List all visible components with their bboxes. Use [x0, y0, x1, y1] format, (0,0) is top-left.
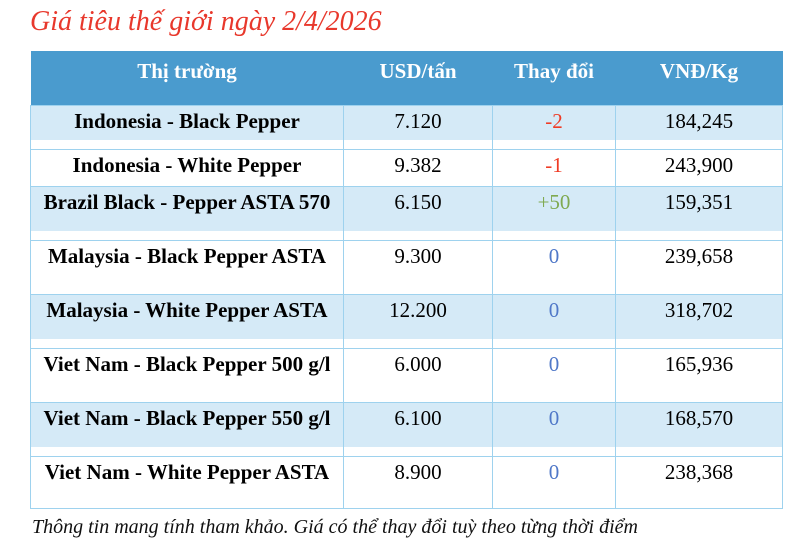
vnd-cell: 243,900	[615, 149, 783, 188]
market-cell: Viet Nam - Black Pepper 500 g/l	[30, 348, 344, 404]
vnd-cell: 318,702	[615, 294, 783, 350]
market-label: Viet Nam - Black Pepper 500 g/l	[43, 352, 331, 377]
market-cell: Indonesia - White Pepper	[30, 149, 344, 188]
table-row: Viet Nam - Black Pepper 550 g/l 6.100 0 …	[30, 402, 783, 458]
usd-cell: 9.300	[343, 240, 493, 296]
change-cell: 0	[492, 294, 616, 350]
market-label: Brazil Black - Pepper ASTA 570	[43, 190, 331, 215]
vnd-cell: 168,570	[615, 402, 783, 458]
change-cell: -1	[492, 149, 616, 188]
table-row: Viet Nam - Black Pepper 500 g/l 6.000 0 …	[30, 348, 783, 404]
market-label: Viet Nam - White Pepper ASTA	[44, 460, 330, 485]
page-title: Giá tiêu thế giới ngày 2/4/2026	[30, 6, 382, 37]
change-cell: 0	[492, 402, 616, 458]
change-cell: +50	[492, 186, 616, 242]
usd-cell: 8.900	[343, 456, 493, 510]
market-label: Indonesia - White Pepper	[72, 153, 302, 178]
col-header-usd: USD/tấn	[343, 50, 493, 106]
footnote: Thông tin mang tính tham khảo. Giá có th…	[32, 516, 638, 539]
usd-cell: 6.100	[343, 402, 493, 458]
usd-cell: 12.200	[343, 294, 493, 350]
pepper-price-table: Thị trường USD/tấn Thay đổi VNĐ/Kg Indon…	[30, 50, 783, 510]
vnd-cell: 184,245	[615, 105, 783, 151]
change-cell: -2	[492, 105, 616, 151]
market-cell: Viet Nam - Black Pepper 550 g/l	[30, 402, 344, 458]
table-row: Malaysia - Black Pepper ASTA 9.300 0 239…	[30, 240, 783, 296]
vnd-cell: 239,658	[615, 240, 783, 296]
market-cell: Brazil Black - Pepper ASTA 570	[30, 186, 344, 242]
change-cell: 0	[492, 456, 616, 510]
market-label: Viet Nam - Black Pepper 550 g/l	[43, 406, 331, 431]
market-cell: Malaysia - Black Pepper ASTA	[30, 240, 344, 296]
col-header-vnd: VNĐ/Kg	[615, 50, 783, 106]
market-cell: Malaysia - White Pepper ASTA	[30, 294, 344, 350]
usd-cell: 6.150	[343, 186, 493, 242]
vnd-cell: 159,351	[615, 186, 783, 242]
table-header-row: Thị trường USD/tấn Thay đổi VNĐ/Kg	[30, 50, 783, 106]
usd-cell: 7.120	[343, 105, 493, 151]
vnd-cell: 165,936	[615, 348, 783, 404]
market-label: Malaysia - Black Pepper ASTA	[47, 244, 327, 269]
change-cell: 0	[492, 240, 616, 296]
page: Giá tiêu thế giới ngày 2/4/2026 Thị trườ…	[30, 6, 783, 539]
col-header-change: Thay đổi	[492, 50, 616, 106]
table-row: Brazil Black - Pepper ASTA 570 6.150 +50…	[30, 186, 783, 242]
table-row: Malaysia - White Pepper ASTA 12.200 0 31…	[30, 294, 783, 350]
usd-cell: 9.382	[343, 149, 493, 188]
table-row: Indonesia - White Pepper 9.382 -1 243,90…	[30, 149, 783, 188]
market-cell: Viet Nam - White Pepper ASTA	[30, 456, 344, 510]
usd-cell: 6.000	[343, 348, 493, 404]
col-header-market: Thị trường	[30, 50, 344, 106]
change-cell: 0	[492, 348, 616, 404]
table-row: Viet Nam - White Pepper ASTA 8.900 0 238…	[30, 456, 783, 510]
market-label: Indonesia - Black Pepper	[74, 109, 300, 134]
vnd-cell: 238,368	[615, 456, 783, 510]
market-cell: Indonesia - Black Pepper	[30, 105, 344, 151]
table-row: Indonesia - Black Pepper 7.120 -2 184,24…	[30, 105, 783, 151]
market-label: Malaysia - White Pepper ASTA	[46, 298, 328, 323]
